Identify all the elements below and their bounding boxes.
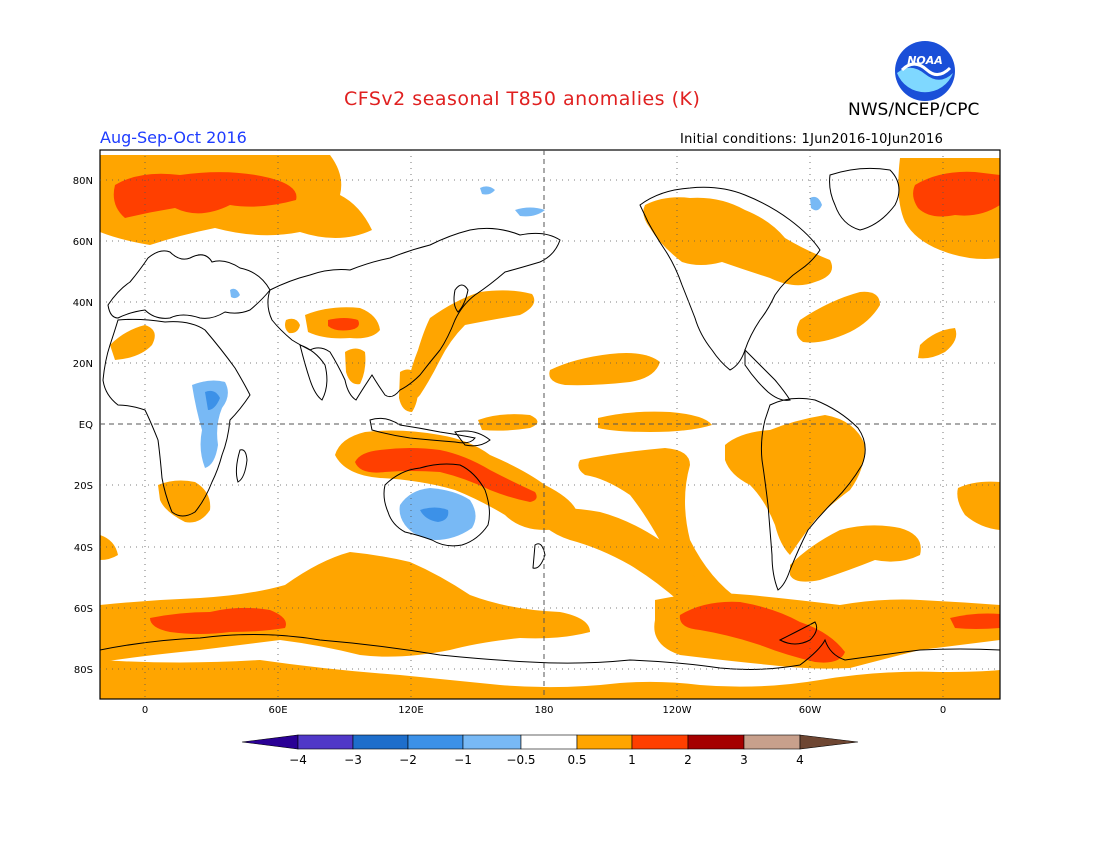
- colorbar-label: −1: [454, 753, 472, 767]
- anomaly-orange-subtropical-atlantic-west: [110, 325, 155, 360]
- logo-text: NOAA: [907, 54, 943, 67]
- longitude-label: 180: [534, 705, 553, 716]
- longitude-label: 0: [940, 705, 946, 716]
- anomaly-blue-australia: [420, 507, 449, 522]
- colorbar-label: 4: [796, 753, 804, 767]
- colorbar-arrow-low: [241, 734, 299, 750]
- anomaly-orange-east-pacific-eq: [598, 411, 712, 432]
- latitude-label: 80S: [74, 665, 93, 676]
- anomaly-orange-southern-ocean-mid: [392, 620, 464, 648]
- colorbar-swatch: [407, 734, 464, 750]
- anomaly-red-australia-band: [355, 448, 537, 502]
- anomaly-orange-southern-ocean-west: [100, 552, 590, 662]
- latitude-label: 20S: [74, 481, 93, 492]
- coast-india: [299, 344, 328, 401]
- anomaly-red-central-asia: [328, 318, 359, 331]
- coast-antarctic-peninsula: [778, 621, 818, 645]
- anomaly-orange-north-america: [643, 197, 833, 286]
- map-title: CFSv2 seasonal T850 anomalies (K): [344, 88, 701, 110]
- latitude-label: 60N: [73, 237, 93, 248]
- noaa-logo-icon: NOAA: [895, 41, 955, 101]
- anomaly-red-arctic-east: [913, 171, 1000, 217]
- coast-new-guinea: [454, 430, 491, 447]
- colorbar-swatch: [462, 734, 522, 750]
- colorbar-swatch: [743, 734, 801, 750]
- anomaly-lightblue-tibet: [230, 288, 240, 299]
- colorbar-label: −0.5: [506, 753, 535, 767]
- longitude-label: 120W: [663, 705, 692, 716]
- colorbar-label: 1: [628, 753, 636, 767]
- colorbar-label: 3: [740, 753, 748, 767]
- season-label: Aug-Sep-Oct 2016: [100, 128, 247, 147]
- colorbar-swatch: [687, 734, 745, 750]
- anomaly-red-southern-ocean-east: [679, 601, 845, 663]
- colorbar-swatch: [520, 734, 578, 750]
- latitude-label: 40N: [73, 298, 93, 309]
- anomaly-orange-south-pacific-band: [535, 507, 700, 603]
- coast-new-zealand: [532, 543, 546, 569]
- anomaly-layer: [100, 155, 1000, 699]
- colorbar-label: 2: [684, 753, 692, 767]
- anomaly-orange-south-atlantic: [790, 525, 921, 582]
- coastlines: [100, 167, 1000, 670]
- coast-africa: [102, 318, 251, 517]
- coast-japan: [453, 284, 469, 313]
- anomaly-red-arctic-west: [113, 172, 297, 218]
- organization-label: NWS/NCEP/CPC: [848, 100, 980, 120]
- axis-tick-labels: 0 60E 120E 180 120W 60W 0 80N 60N 40N 20N EQ 20S 40S 6…: [73, 176, 946, 716]
- longitude-label: 0: [142, 705, 148, 716]
- coast-asia: [267, 227, 561, 401]
- anomaly-orange-central-pacific-north: [549, 353, 660, 386]
- coast-central-america: [744, 348, 791, 401]
- colorbar-swatch: [352, 734, 409, 750]
- latitude-label: 60S: [74, 604, 93, 615]
- latitude-label: 40S: [74, 543, 93, 554]
- latitude-label: EQ: [79, 420, 93, 431]
- anomaly-orange-south-atlantic-east: [957, 481, 1000, 530]
- anomaly-lightblue-arctic-canada: [515, 207, 545, 217]
- anomaly-orange-antarctic-coast: [100, 660, 1000, 699]
- anomaly-orange-amazon: [725, 415, 865, 555]
- anomaly-orange-southeast-pacific: [578, 448, 741, 612]
- anomaly-orange-atlantic: [796, 291, 880, 343]
- anomaly-blue-east-africa: [205, 390, 220, 410]
- colorbar: −4 −3 −2 −1 −0.5 0.5 1 2 3 4: [241, 734, 859, 767]
- colorbar-label: −2: [399, 753, 417, 767]
- anomaly-orange-philippines: [399, 369, 419, 412]
- anomaly-orange-north-atlantic-east: [918, 328, 957, 359]
- latitude-label: 20N: [73, 359, 93, 370]
- anomaly-red-southern-ocean-far-east: [950, 613, 1000, 629]
- coast-madagascar: [235, 449, 248, 483]
- colorbar-label: 0.5: [567, 753, 586, 767]
- longitude-label: 60E: [268, 705, 287, 716]
- anomaly-orange-west-pacific-eq: [478, 414, 538, 431]
- colorbar-swatch: [297, 734, 354, 750]
- anomaly-orange-small-asia: [285, 318, 300, 334]
- coast-australia: [383, 463, 490, 547]
- graticule: [100, 150, 1000, 699]
- colorbar-swatch: [576, 734, 633, 750]
- initial-conditions-label: Initial conditions: 1Jun2016-10Jun2016: [680, 132, 944, 147]
- coast-antarctica: [100, 633, 1000, 670]
- anomaly-red-southern-ocean-west: [150, 607, 286, 634]
- coast-indonesia: [369, 417, 476, 444]
- colorbar-label: −3: [344, 753, 362, 767]
- latitude-label: 80N: [73, 176, 93, 187]
- coast-europe: [107, 250, 271, 319]
- anomaly-orange-east-asia: [405, 290, 535, 400]
- anomaly-lightblue-greenland-sea: [810, 196, 822, 211]
- anomaly-orange-west-edge: [100, 535, 118, 560]
- anomaly-orange-south-asia: [345, 348, 366, 385]
- colorbar-arrow-high: [799, 734, 859, 750]
- longitude-label: 120E: [398, 705, 423, 716]
- anomaly-lightblue-siberia: [480, 186, 495, 195]
- coast-south-america: [760, 397, 866, 591]
- colorbar-label: −4: [289, 753, 307, 767]
- longitude-label: 60W: [799, 705, 822, 716]
- coast-north-america: [639, 186, 821, 371]
- anomaly-orange-southern-africa: [158, 480, 211, 523]
- coast-greenland: [829, 167, 900, 231]
- colorbar-swatch: [631, 734, 689, 750]
